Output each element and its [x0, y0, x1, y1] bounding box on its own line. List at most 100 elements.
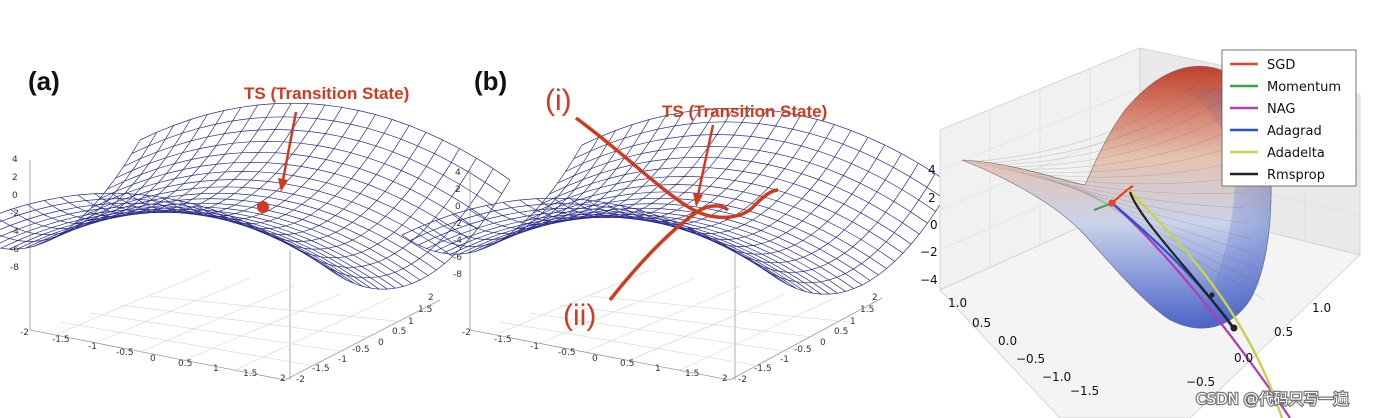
mesh-line [999, 131, 1229, 170]
tick-label: -8 [453, 270, 462, 280]
mesh-line [17, 211, 388, 290]
mesh-line [508, 197, 879, 276]
mesh-line [228, 125, 410, 235]
panel-b-letter: (b) [474, 66, 507, 96]
tick-label: 0.5 [620, 359, 634, 369]
legend-label: Adadelta [1267, 146, 1325, 161]
mesh-line [581, 107, 953, 186]
tick-label: 4 [12, 155, 18, 165]
panel-c-path-adadelta [1127, 189, 1284, 418]
tick-label: -0.5 [352, 345, 370, 355]
panel-c-left-ticks: 1.0 0.5 0.0 −0.5 −1.0 −1.5 [948, 296, 1099, 398]
panel-b-z-ticks: 4 2 0 -2 -4 -6 -8 [453, 168, 462, 280]
panel-b-ts-label: TS (Transition State) [662, 102, 827, 121]
tick-label: -1 [338, 355, 347, 365]
tick-label: 2 [455, 185, 461, 195]
tick-label: 0.5 [392, 327, 406, 337]
tick-label: −0.5 [1186, 375, 1215, 389]
mesh-line [977, 85, 1219, 164]
mesh-line [58, 198, 429, 276]
mesh-line [245, 132, 427, 242]
tick-label: −0.5 [1016, 352, 1045, 366]
mesh-line [313, 168, 494, 279]
panel-b-ts-arrow [696, 124, 715, 196]
legend-label: Rmsprop [1267, 168, 1325, 183]
panel-b: (b) TS (Transition State) (i) (ii) 4 2 0… [401, 66, 953, 385]
panel-c-path-rmsprop [1128, 191, 1235, 329]
mesh-line [573, 121, 944, 199]
mesh-line [0, 132, 158, 242]
mesh-line [524, 184, 895, 262]
tick-label: -1.5 [52, 335, 70, 345]
tick-label: 0.5 [972, 316, 991, 330]
legend-items: SGD Momentum NAG Adagrad Adadelta Rmsprop [1230, 58, 1341, 183]
mesh-line [1072, 185, 1262, 285]
mesh-line [771, 184, 953, 295]
mesh-line [82, 179, 453, 257]
mesh-line [161, 107, 343, 217]
tick-label: −2 [920, 245, 938, 259]
panel-a-ts-arrow [281, 111, 298, 181]
panel-c-path-nag [1111, 202, 1291, 418]
tick-label: 0 [378, 338, 384, 348]
mesh-line [491, 207, 863, 286]
mesh-line [738, 163, 919, 273]
mesh-line [475, 214, 846, 292]
mesh-line [329, 179, 511, 290]
tick-label: -8 [10, 263, 19, 273]
mesh-line [557, 146, 928, 224]
tick-label: 0.5 [834, 327, 848, 337]
mesh-line [66, 192, 437, 271]
tick-label: -1 [88, 342, 97, 352]
panel-a-z-ticks: 4 2 0 -2 -4 -6 -8 [10, 155, 19, 273]
tick-label: 1.5 [685, 369, 699, 379]
mesh-line [410, 203, 781, 281]
mesh-line [516, 191, 887, 269]
tick-label: 0.0 [1234, 351, 1253, 365]
tick-label: 0 [930, 218, 938, 232]
tick-label: -2 [10, 209, 19, 219]
tick-label: 1 [408, 317, 414, 327]
tick-label: -4 [10, 227, 19, 237]
tick-label: -2 [738, 375, 747, 385]
mesh-line [459, 216, 830, 295]
mesh-line [1021, 173, 1239, 185]
tick-label: −1.0 [1042, 370, 1071, 384]
mesh-line [1013, 161, 1236, 178]
mesh-line [33, 209, 404, 287]
mesh-line [442, 216, 814, 294]
tick-label: -1.5 [754, 364, 772, 374]
mesh-line [98, 161, 470, 240]
panel-a-axes [29, 160, 441, 381]
panel-b-path-ii [608, 204, 730, 302]
mesh-line [1035, 176, 1246, 209]
mesh-line [90, 171, 462, 249]
legend-label: SGD [1267, 58, 1295, 73]
mesh-line [0, 209, 363, 287]
tick-label: -1 [530, 342, 539, 352]
mesh-line [1043, 178, 1249, 224]
tick-label: 0 [12, 191, 18, 201]
mesh-line [654, 124, 835, 234]
tick-label: -2 [462, 328, 471, 338]
panel-c-right-ticks: 1.0 0.5 0.0 −0.5 [1186, 301, 1331, 389]
mesh-line [115, 141, 486, 219]
legend-label: Momentum [1267, 80, 1341, 95]
mesh-line [212, 119, 393, 229]
mesh-line [131, 116, 502, 194]
mesh-line [755, 173, 936, 284]
mesh-line [139, 102, 511, 181]
tick-label: -2 [296, 375, 305, 385]
tick-label: 0.0 [998, 334, 1017, 348]
panel-a: (a) TS (Transition State) 4 2 0 -2 -4 -6… [0, 66, 511, 385]
panel-a-arrowhead [278, 178, 288, 192]
mesh-line [0, 139, 141, 250]
tick-label: -1.5 [494, 335, 512, 345]
panel-a-ts-label: TS (Transition State) [244, 84, 409, 103]
mesh-line [549, 156, 920, 235]
tick-label: 1 [213, 364, 219, 374]
mesh-line [540, 166, 912, 245]
legend-box [1221, 49, 1357, 187]
tick-label: -0.5 [794, 345, 812, 355]
panel-a-saddle-mesh [0, 102, 511, 290]
